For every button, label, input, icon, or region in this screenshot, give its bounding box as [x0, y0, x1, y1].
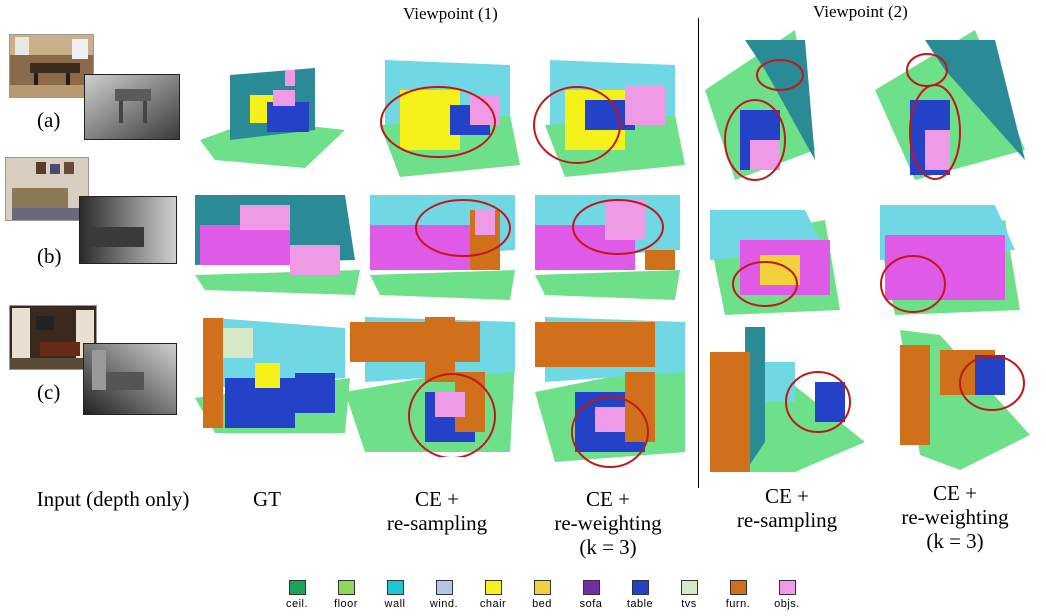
column-label-ce-resampling-1: CE + re-sampling	[386, 487, 488, 535]
rgb-photo-c	[9, 305, 97, 370]
scene-gt-c	[195, 318, 350, 433]
highlight-circle	[408, 373, 496, 457]
legend-label: objs.	[774, 598, 800, 610]
legend-swatch	[680, 580, 698, 595]
legend-item-chair: chair	[468, 580, 518, 610]
highlight-circle	[533, 86, 621, 164]
highlight-circle	[571, 396, 649, 468]
legend-item-floor: floor	[321, 580, 371, 610]
scene-ce-resampling-c-vp2	[710, 327, 865, 472]
legend-label: sofa	[579, 598, 603, 610]
scene-ce-resampling-c	[345, 317, 515, 457]
legend-label: bed	[532, 598, 552, 610]
highlight-circle	[909, 84, 961, 180]
legend-item-furn: furn.	[713, 580, 763, 610]
legend-label: tvs	[681, 598, 697, 610]
highlight-circle	[572, 199, 664, 255]
scene-ce-reweighting-a-vp2	[875, 30, 1025, 180]
rgb-photo-b	[5, 157, 89, 221]
scene-ce-resampling-b	[370, 195, 515, 300]
scene-ce-reweighting-c-vp2	[900, 330, 1030, 470]
legend-item-bed: bed	[517, 580, 567, 610]
viewpoint-2-header: Viewpoint (2)	[813, 2, 908, 21]
column-label-ce-resampling-2: CE + re-sampling	[736, 484, 838, 532]
rgb-photo-a	[9, 34, 94, 98]
legend-item-table: table	[615, 580, 665, 610]
legend-swatch	[533, 580, 551, 595]
highlight-circle	[380, 86, 496, 158]
scene-ce-reweighting-a	[533, 60, 685, 177]
scene-ce-reweighting-b-vp2	[880, 205, 1020, 315]
depth-map-a	[84, 74, 180, 140]
scene-ce-resampling-a	[380, 60, 520, 177]
legend-swatch	[288, 580, 306, 595]
viewpoint-1-header: Viewpoint (1)	[403, 4, 498, 23]
column-label-gt: GT	[253, 487, 281, 511]
legend-item-tvs: tvs	[664, 580, 714, 610]
row-label-a: (a)	[37, 108, 61, 132]
legend-swatch	[435, 580, 453, 595]
column-label-ce-reweighting-1: CE + re-weighting (k = 3)	[554, 487, 662, 559]
legend-swatch	[582, 580, 600, 595]
legend-swatch	[386, 580, 404, 595]
legend-item-objs: objs.	[762, 580, 812, 610]
legend-label: wall	[384, 598, 406, 610]
legend-swatch	[778, 580, 796, 595]
highlight-circle	[880, 255, 946, 313]
legend-swatch	[729, 580, 747, 595]
scene-gt-b	[195, 195, 360, 295]
scene-ce-reweighting-b	[535, 195, 680, 300]
scene-gt-a	[200, 68, 345, 168]
highlight-circle	[415, 199, 511, 257]
scene-ce-resampling-b-vp2	[710, 210, 840, 315]
legend-item-wall: wall	[370, 580, 420, 610]
legend-swatch	[337, 580, 355, 595]
highlight-circle	[959, 355, 1025, 411]
scene-ce-resampling-a-vp2	[705, 30, 815, 181]
highlight-circle	[724, 99, 786, 181]
row-label-c: (c)	[37, 380, 61, 404]
legend-label: chair	[479, 598, 507, 610]
legend-label: wind.	[429, 598, 459, 610]
legend-label: floor	[334, 598, 358, 610]
depth-map-c	[83, 343, 177, 415]
column-label-input: Input (depth only)	[36, 487, 190, 511]
highlight-circle	[756, 59, 804, 91]
legend-label: table	[626, 598, 654, 610]
legend-label: ceil.	[285, 598, 309, 610]
viewpoint-divider	[698, 18, 699, 488]
highlight-circle	[906, 53, 948, 87]
legend-swatch	[484, 580, 502, 595]
legend-item-ceil: ceil.	[272, 580, 322, 610]
highlight-circle	[732, 261, 798, 307]
legend-item-wind: wind.	[419, 580, 469, 610]
legend-label: furn.	[725, 598, 751, 610]
depth-map-b	[79, 196, 177, 264]
highlight-circle	[785, 371, 851, 433]
scene-ce-reweighting-c	[535, 317, 685, 468]
legend-swatch	[631, 580, 649, 595]
row-label-b: (b)	[37, 244, 62, 268]
column-label-ce-reweighting-2: CE + re-weighting (k = 3)	[901, 481, 1009, 553]
legend-item-sofa: sofa	[566, 580, 616, 610]
